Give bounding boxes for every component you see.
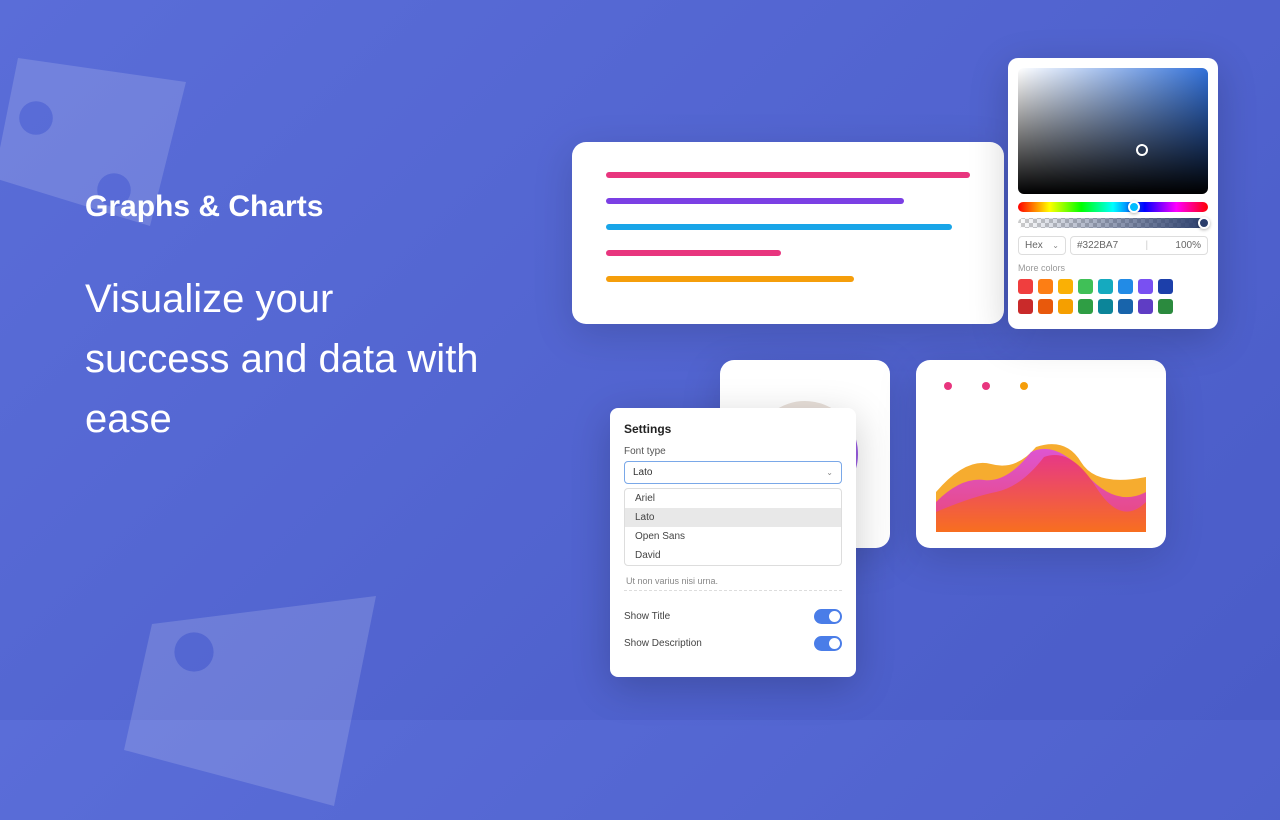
font-option[interactable]: Open Sans xyxy=(625,527,841,546)
toggle-label: Show Title xyxy=(624,611,670,622)
color-swatch[interactable] xyxy=(1038,299,1053,314)
color-swatch[interactable] xyxy=(1058,299,1073,314)
more-colors-label: More colors xyxy=(1018,263,1208,273)
gradient-cursor[interactable] xyxy=(1136,144,1148,156)
legend-dot xyxy=(944,382,952,390)
chart-bar xyxy=(606,276,854,282)
color-swatch[interactable] xyxy=(1098,279,1113,294)
toggle-row: Show Description xyxy=(624,636,842,651)
area-chart xyxy=(936,402,1146,532)
font-option[interactable]: David xyxy=(625,546,841,565)
toggle-switch[interactable] xyxy=(814,636,842,651)
settings-panel: Settings Font type Lato ⌄ ArielLatoOpen … xyxy=(610,408,856,677)
color-swatch[interactable] xyxy=(1018,279,1033,294)
legend-dot xyxy=(1020,382,1028,390)
hero-subtitle: Visualize your success and data with eas… xyxy=(85,269,485,449)
legend-dot xyxy=(982,382,990,390)
chevron-down-icon: ⌄ xyxy=(1052,241,1059,250)
color-gradient-field[interactable] xyxy=(1018,68,1208,194)
chevron-down-icon: ⌄ xyxy=(826,468,833,477)
area-chart-card xyxy=(916,360,1166,548)
toggle-row: Show Title xyxy=(624,609,842,624)
color-swatch[interactable] xyxy=(1118,299,1133,314)
font-type-label: Font type xyxy=(624,446,842,457)
font-select[interactable]: Lato ⌄ xyxy=(624,461,842,484)
hue-slider[interactable] xyxy=(1018,202,1208,212)
chart-bar xyxy=(606,198,904,204)
chart-bar xyxy=(606,172,970,178)
color-swatch[interactable] xyxy=(1058,279,1073,294)
font-option[interactable]: Ariel xyxy=(625,489,841,508)
toggle-label: Show Description xyxy=(624,638,702,649)
font-selected-value: Lato xyxy=(633,467,652,478)
color-format-select[interactable]: Hex ⌄ xyxy=(1018,236,1066,255)
hue-cursor[interactable] xyxy=(1128,201,1140,213)
hex-input[interactable]: #322BA7 | 100% xyxy=(1070,236,1208,255)
legend-dots xyxy=(944,382,1146,390)
decorative-shape xyxy=(110,540,390,820)
color-picker-panel: Hex ⌄ #322BA7 | 100% More colors xyxy=(1008,58,1218,329)
settings-title: Settings xyxy=(624,422,842,436)
alpha-slider[interactable] xyxy=(1018,218,1208,228)
color-swatch[interactable] xyxy=(1078,279,1093,294)
hero-text: Graphs & Charts Visualize your success a… xyxy=(85,190,485,449)
bars-chart-card xyxy=(572,142,1004,324)
chart-bar xyxy=(606,250,781,256)
font-dropdown-list: ArielLatoOpen SansDavid xyxy=(624,488,842,566)
color-swatch[interactable] xyxy=(1138,299,1153,314)
color-swatch[interactable] xyxy=(1138,279,1153,294)
color-swatch[interactable] xyxy=(1098,299,1113,314)
description-text: Ut non varius nisi urna. xyxy=(624,572,842,591)
hero-title: Graphs & Charts xyxy=(85,190,485,224)
color-swatch[interactable] xyxy=(1118,279,1133,294)
alpha-cursor[interactable] xyxy=(1198,217,1210,229)
color-swatch[interactable] xyxy=(1018,299,1033,314)
font-option[interactable]: Lato xyxy=(625,508,841,527)
toggle-switch[interactable] xyxy=(814,609,842,624)
color-swatch[interactable] xyxy=(1158,299,1173,314)
chart-bar xyxy=(606,224,952,230)
color-swatch[interactable] xyxy=(1078,299,1093,314)
color-swatch[interactable] xyxy=(1158,279,1173,294)
color-swatch[interactable] xyxy=(1038,279,1053,294)
